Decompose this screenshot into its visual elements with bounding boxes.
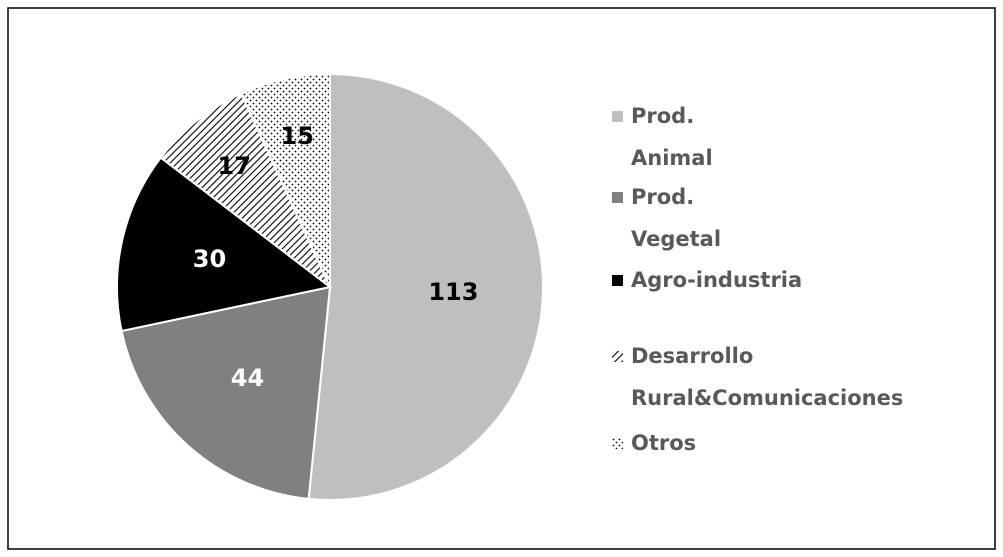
legend-label: Agro-industria xyxy=(631,268,802,292)
data-label: 113 xyxy=(428,278,478,306)
data-label: 44 xyxy=(231,364,264,392)
pie-slice xyxy=(307,72,544,501)
data-label: 30 xyxy=(193,245,226,273)
data-label: 15 xyxy=(281,122,314,150)
legend-marker xyxy=(612,111,623,122)
legend-marker xyxy=(612,351,623,362)
pie-slice xyxy=(159,92,331,288)
pie-slice xyxy=(116,156,333,333)
data-label: 17 xyxy=(218,152,251,180)
pie-slice xyxy=(239,72,331,288)
legend-label: Prod. Vegetal xyxy=(631,185,721,251)
legend-marker xyxy=(612,192,623,203)
legend-marker xyxy=(612,438,623,449)
legend-marker xyxy=(612,275,623,286)
legend-label: Otros xyxy=(631,431,696,455)
pie-slice xyxy=(120,285,332,501)
legend-label: Desarrollo Rural&Comunicaciones xyxy=(631,344,903,410)
legend-label: Prod. Animal xyxy=(631,104,713,170)
